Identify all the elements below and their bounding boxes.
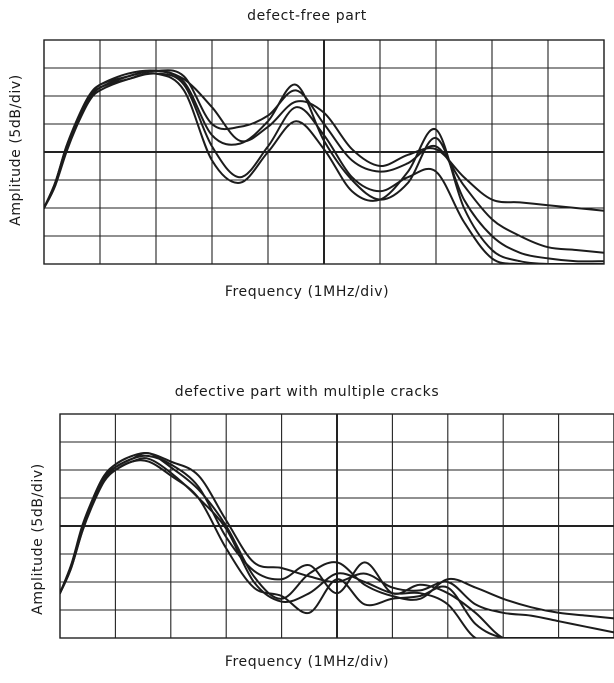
series-line-2 <box>60 454 614 638</box>
line-chart-defective <box>59 413 614 639</box>
chart-title: defect-free part <box>247 8 367 24</box>
series-line-3 <box>44 69 604 263</box>
series-group <box>60 451 614 638</box>
series-line-1 <box>44 69 604 212</box>
plot-border <box>43 39 605 265</box>
plot-border <box>59 413 614 639</box>
chart-panel-defective: defective part with multiple cracks Ampl… <box>0 370 614 683</box>
chart-title: defective part with multiple cracks <box>174 384 440 400</box>
line-chart-defect-free <box>43 39 605 265</box>
series-line-4 <box>60 457 614 638</box>
chart-panel-defect-free: defect-free part Amplitude (5dB/div) Fre… <box>0 0 614 330</box>
series-line-5 <box>44 72 604 264</box>
x-axis-label: Frequency (1MHz/div) <box>224 284 390 300</box>
series-group <box>44 69 604 264</box>
x-axis-label: Frequency (1MHz/div) <box>224 654 390 670</box>
series-line-5 <box>60 459 614 638</box>
grid <box>59 413 614 639</box>
